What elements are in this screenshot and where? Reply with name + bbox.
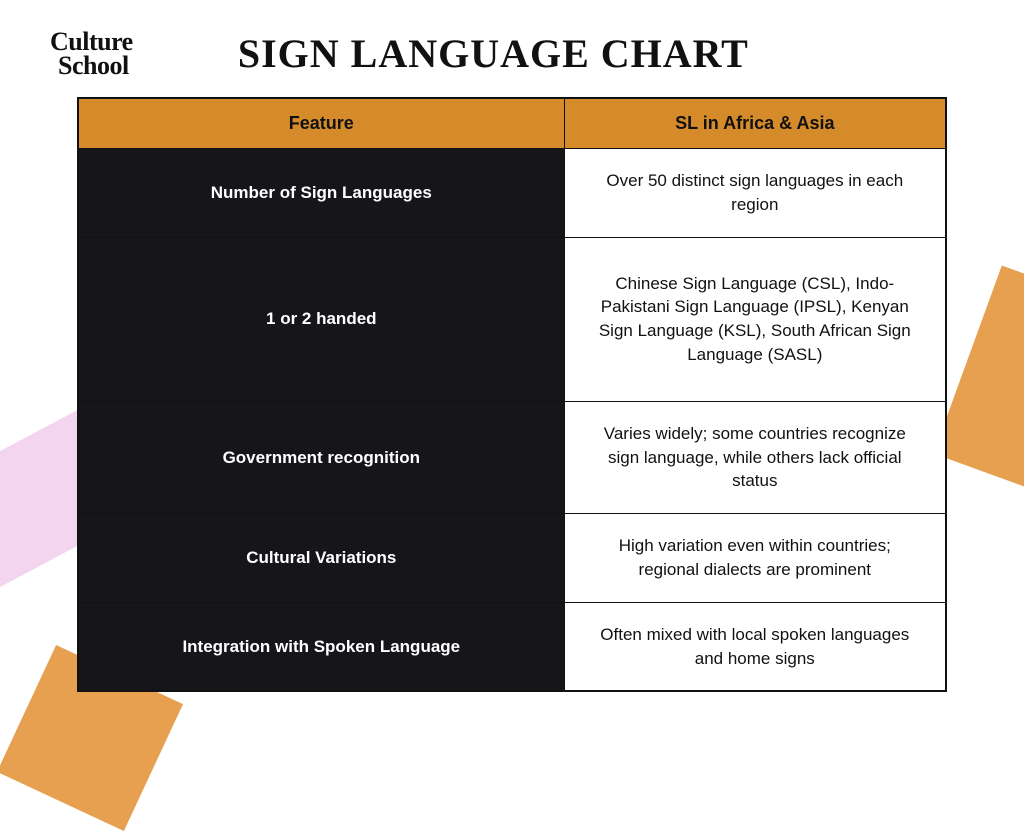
table-row: Government recognition Varies widely; so…: [78, 401, 946, 513]
table-row: 1 or 2 handed Chinese Sign Language (CSL…: [78, 237, 946, 401]
table-row: Number of Sign Languages Over 50 distinc…: [78, 149, 946, 238]
value-cell: Over 50 distinct sign languages in each …: [564, 149, 946, 238]
feature-cell: Cultural Variations: [78, 514, 564, 603]
header-region: SL in Africa & Asia: [564, 98, 946, 149]
header: Culture School SIGN LANGUAGE CHART: [50, 30, 974, 77]
table-row: Integration with Spoken Language Often m…: [78, 602, 946, 691]
feature-cell: Government recognition: [78, 401, 564, 513]
value-cell: Often mixed with local spoken languages …: [564, 602, 946, 691]
value-cell: High variation even within countries; re…: [564, 514, 946, 603]
page-title: SIGN LANGUAGE CHART: [13, 30, 974, 77]
feature-cell: Number of Sign Languages: [78, 149, 564, 238]
feature-cell: Integration with Spoken Language: [78, 602, 564, 691]
value-cell: Chinese Sign Language (CSL), Indo-Pakist…: [564, 237, 946, 401]
table-row: Cultural Variations High variation even …: [78, 514, 946, 603]
value-cell: Varies widely; some countries recognize …: [564, 401, 946, 513]
table-header-row: Feature SL in Africa & Asia: [78, 98, 946, 149]
content-wrap: Culture School SIGN LANGUAGE CHART Featu…: [0, 0, 1024, 722]
header-feature: Feature: [78, 98, 564, 149]
feature-cell: 1 or 2 handed: [78, 237, 564, 401]
sign-language-table: Feature SL in Africa & Asia Number of Si…: [77, 97, 947, 692]
